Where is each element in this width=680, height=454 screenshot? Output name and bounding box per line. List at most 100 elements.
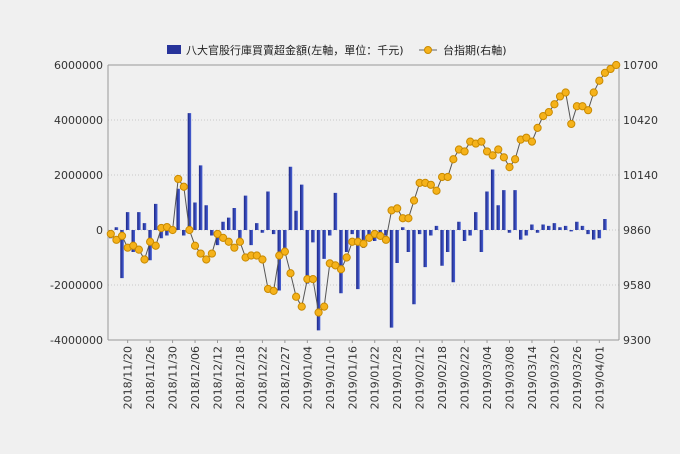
bar xyxy=(361,230,366,248)
bar xyxy=(316,230,321,331)
bar xyxy=(535,230,540,233)
x-tick-label: 2019/01/04 xyxy=(301,346,314,409)
line-point xyxy=(342,253,351,262)
bar xyxy=(603,219,607,230)
bar xyxy=(125,212,130,230)
bar xyxy=(485,191,489,230)
line-point xyxy=(134,245,143,254)
bar xyxy=(541,224,545,230)
bar xyxy=(518,230,523,240)
bar xyxy=(445,230,450,252)
bar xyxy=(283,230,287,255)
bar xyxy=(468,230,472,236)
bar xyxy=(131,230,136,252)
line-point xyxy=(578,102,587,111)
bar xyxy=(350,230,355,235)
x-tick-label: 2019/03/04 xyxy=(481,346,494,409)
line-point xyxy=(550,100,559,109)
x-tick-label: 2019/01/28 xyxy=(391,346,404,409)
x-tick-label: 2018/11/26 xyxy=(144,346,157,409)
bar xyxy=(165,230,169,236)
line-point xyxy=(235,237,245,246)
bar xyxy=(243,195,248,230)
line-point xyxy=(314,308,323,317)
line-point xyxy=(230,243,239,252)
line-point xyxy=(320,302,329,311)
bar xyxy=(552,223,557,230)
line-point xyxy=(409,196,419,205)
line-point xyxy=(286,269,295,278)
bar xyxy=(507,230,512,233)
bar xyxy=(187,113,192,230)
line-point xyxy=(151,241,160,250)
line-point xyxy=(606,64,615,74)
x-tick-label: 2019/03/20 xyxy=(548,346,561,409)
bar xyxy=(502,190,506,230)
line-point xyxy=(292,292,301,301)
line-point xyxy=(185,225,194,235)
right-tick-label: 10420 xyxy=(623,114,658,127)
line-point xyxy=(511,155,520,164)
legend: 八大官股行庫買賣超金額(左軸，單位：千元) 台指期(右軸) xyxy=(167,43,507,57)
left-tick-label: 2000000 xyxy=(54,169,103,182)
bar xyxy=(586,230,590,235)
gridlines xyxy=(107,64,620,341)
bar xyxy=(333,192,338,230)
bar xyxy=(159,230,164,239)
legend-line-label: 台指期(右軸) xyxy=(443,43,507,57)
x-tick-label: 2018/11/20 xyxy=(122,346,135,409)
line-point xyxy=(179,182,188,191)
bar xyxy=(434,225,439,230)
line-point xyxy=(213,229,222,239)
bar xyxy=(389,230,394,328)
line-point xyxy=(129,241,138,250)
x-tick-label: 2018/12/06 xyxy=(189,346,202,409)
bar xyxy=(322,230,326,259)
line-point xyxy=(477,137,486,146)
bar xyxy=(580,225,585,230)
line-point xyxy=(275,251,284,260)
bar xyxy=(114,227,119,230)
line-point xyxy=(280,247,289,256)
bar xyxy=(305,230,310,284)
left-tick-label: -2000000 xyxy=(50,279,103,292)
left-axis: 6000000 4000000 2000000 0 -2000000 -4000000 xyxy=(50,59,103,347)
bar xyxy=(204,205,209,230)
line-point xyxy=(494,145,503,154)
x-tick-label: 2019/01/16 xyxy=(346,346,359,409)
bar xyxy=(558,227,562,230)
left-tick-label: 6000000 xyxy=(54,59,103,72)
bar xyxy=(513,190,517,230)
line-point xyxy=(561,88,570,97)
line-point xyxy=(140,255,149,264)
left-tick-label: -4000000 xyxy=(50,334,103,347)
x-tick-label: 2019/02/22 xyxy=(459,346,472,409)
x-tick-label: 2019/01/10 xyxy=(324,346,337,409)
bar xyxy=(238,230,242,239)
line-point xyxy=(460,147,469,156)
bar xyxy=(210,230,214,236)
bar xyxy=(311,230,315,243)
bar xyxy=(153,203,158,230)
line-point xyxy=(555,92,565,101)
line-point xyxy=(505,163,514,172)
bar xyxy=(412,230,416,305)
line-point xyxy=(482,147,492,156)
bar xyxy=(496,205,501,230)
x-tick-label: 2019/04/01 xyxy=(593,346,606,409)
bar xyxy=(524,230,529,236)
bar xyxy=(226,217,231,230)
bar xyxy=(440,230,444,266)
line-point xyxy=(533,123,542,132)
bar xyxy=(182,230,186,236)
bar xyxy=(232,208,237,230)
x-tick-label: 2019/02/18 xyxy=(436,346,449,409)
bar xyxy=(429,230,433,236)
right-tick-label: 10140 xyxy=(623,169,658,182)
line-point xyxy=(224,237,233,246)
line-point xyxy=(527,137,537,146)
bar xyxy=(221,221,225,230)
line-point xyxy=(522,133,531,142)
x-tick-label: 2018/11/30 xyxy=(167,346,180,409)
